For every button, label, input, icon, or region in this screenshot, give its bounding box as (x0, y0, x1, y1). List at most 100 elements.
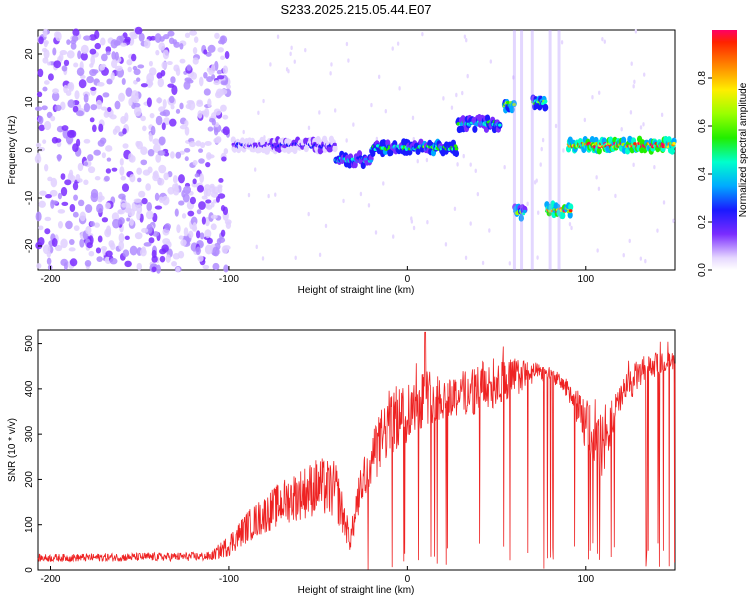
spectrogram-y-tick-label: -20 (24, 238, 35, 253)
spectrogram-cell (620, 127, 623, 132)
spectrogram-cell (49, 189, 58, 197)
spectrogram-cell (154, 192, 160, 201)
spectrogram-cell (411, 115, 415, 121)
spectrogram-cell (41, 47, 48, 53)
spectrogram-cell (669, 147, 675, 155)
spectrogram-cell (65, 220, 73, 230)
spectrogram-cell (146, 97, 152, 108)
spectrogram-cell (104, 202, 111, 210)
spectrogram-cell (89, 63, 94, 68)
spectrogram-cell (154, 33, 162, 43)
spectrogram-cell (382, 181, 385, 186)
spectrogram-cell (142, 125, 147, 132)
spectrogram-cell (88, 250, 95, 257)
spectrogram-cell (656, 228, 659, 233)
spectrogram-cell (192, 159, 198, 166)
spectrogram-cell (257, 110, 260, 116)
spectrogram-cell (503, 165, 506, 170)
spectrogram-cell (205, 199, 212, 204)
spectrogram-cell (614, 193, 617, 199)
spectrogram-cell (147, 166, 153, 174)
spectrogram-cell (115, 65, 123, 72)
spectrogram-cell (124, 112, 129, 122)
spectrogram-cell (352, 161, 358, 169)
spectrogram-cell (596, 248, 599, 253)
spectrogram-cell (121, 78, 126, 86)
spectrogram-cell (216, 238, 222, 245)
spectrogram-cell (197, 184, 205, 193)
spectrogram-cell (120, 175, 126, 181)
spectrogram-cell (118, 92, 125, 102)
spectrogram-cell (596, 147, 602, 155)
spectrogram-cell (67, 82, 73, 90)
spectrogram-cell (334, 108, 337, 113)
spectrogram-cell (63, 59, 70, 67)
snr-x-tick-label: -100 (219, 574, 239, 585)
spectrogram-cell (220, 55, 226, 61)
spectrogram-cell (100, 37, 106, 46)
spectrogram-cell (102, 92, 110, 98)
spectrogram-cell (72, 28, 80, 37)
spectrogram-cell (183, 227, 189, 237)
spectrogram-cell (141, 227, 149, 233)
spectrogram-cell (207, 154, 215, 159)
spectrogram-cell (660, 112, 664, 118)
spectrogram-cell (194, 173, 200, 178)
spectrogram-cell (63, 84, 68, 94)
spectrogram-cell (173, 41, 181, 48)
spectrogram-cell (540, 146, 543, 152)
spectrogram-cell (632, 162, 635, 168)
spectrogram-cell (145, 183, 152, 191)
spectrogram-cell (44, 216, 52, 222)
spectrogram-cell (193, 36, 199, 44)
spectrogram-cell (197, 255, 204, 262)
spectrogram-y-label: Frequency (Hz) (7, 116, 18, 185)
spectrogram-cell (61, 65, 68, 72)
spectrogram-cell (77, 162, 84, 172)
spectrogram-cell (134, 232, 143, 240)
spectrogram-cell (129, 245, 138, 256)
spectrogram-cell (84, 204, 93, 213)
spectrogram-cell (293, 59, 296, 64)
spectrogram-cell (43, 120, 52, 131)
spectrogram-cell (145, 210, 154, 220)
spectrogram-cell (94, 175, 101, 181)
spectrogram-cell (621, 136, 627, 144)
spectrogram-cell (666, 136, 672, 144)
spectrogram-cell (154, 205, 163, 210)
spectrogram-cell (162, 98, 167, 109)
spectrogram-cell (126, 59, 133, 66)
spectrogram-cell (276, 34, 280, 39)
spectrogram-streak (548, 30, 552, 270)
spectrogram-cell (330, 62, 333, 67)
spectrogram-marks (34, 26, 677, 274)
spectrogram-cell (122, 128, 127, 135)
spectrogram-cell (158, 136, 166, 146)
spectrogram-cell (221, 156, 227, 162)
spectrogram-cell (99, 64, 106, 71)
spectrogram-cell (214, 32, 220, 39)
spectrogram-cell (59, 50, 68, 56)
spectrogram-cell (106, 157, 112, 162)
spectrogram-cell (105, 145, 113, 152)
spectrogram-cell (262, 98, 265, 104)
spectrogram-cell (110, 72, 115, 81)
spectrogram-cell (129, 218, 134, 226)
spectrogram-cell (157, 77, 165, 88)
spectrogram-cell (110, 39, 118, 49)
spectrogram-cell (128, 97, 133, 107)
spectrogram-cell (54, 244, 63, 252)
spectrogram-cell (89, 117, 95, 123)
spectrogram-cell (72, 143, 79, 153)
spectrogram-cell (77, 50, 82, 60)
spectrogram-cell (37, 68, 44, 78)
spectrogram-cell (254, 167, 257, 172)
spectrogram-cell (662, 200, 666, 205)
spectrogram-cell (161, 122, 166, 131)
spectrogram-cell (86, 75, 94, 84)
spectrogram-cell (222, 126, 230, 136)
spectrogram-cell (568, 203, 574, 211)
spectrogram-cell (274, 192, 277, 197)
spectrogram-x-tick-label: 0 (405, 274, 411, 285)
